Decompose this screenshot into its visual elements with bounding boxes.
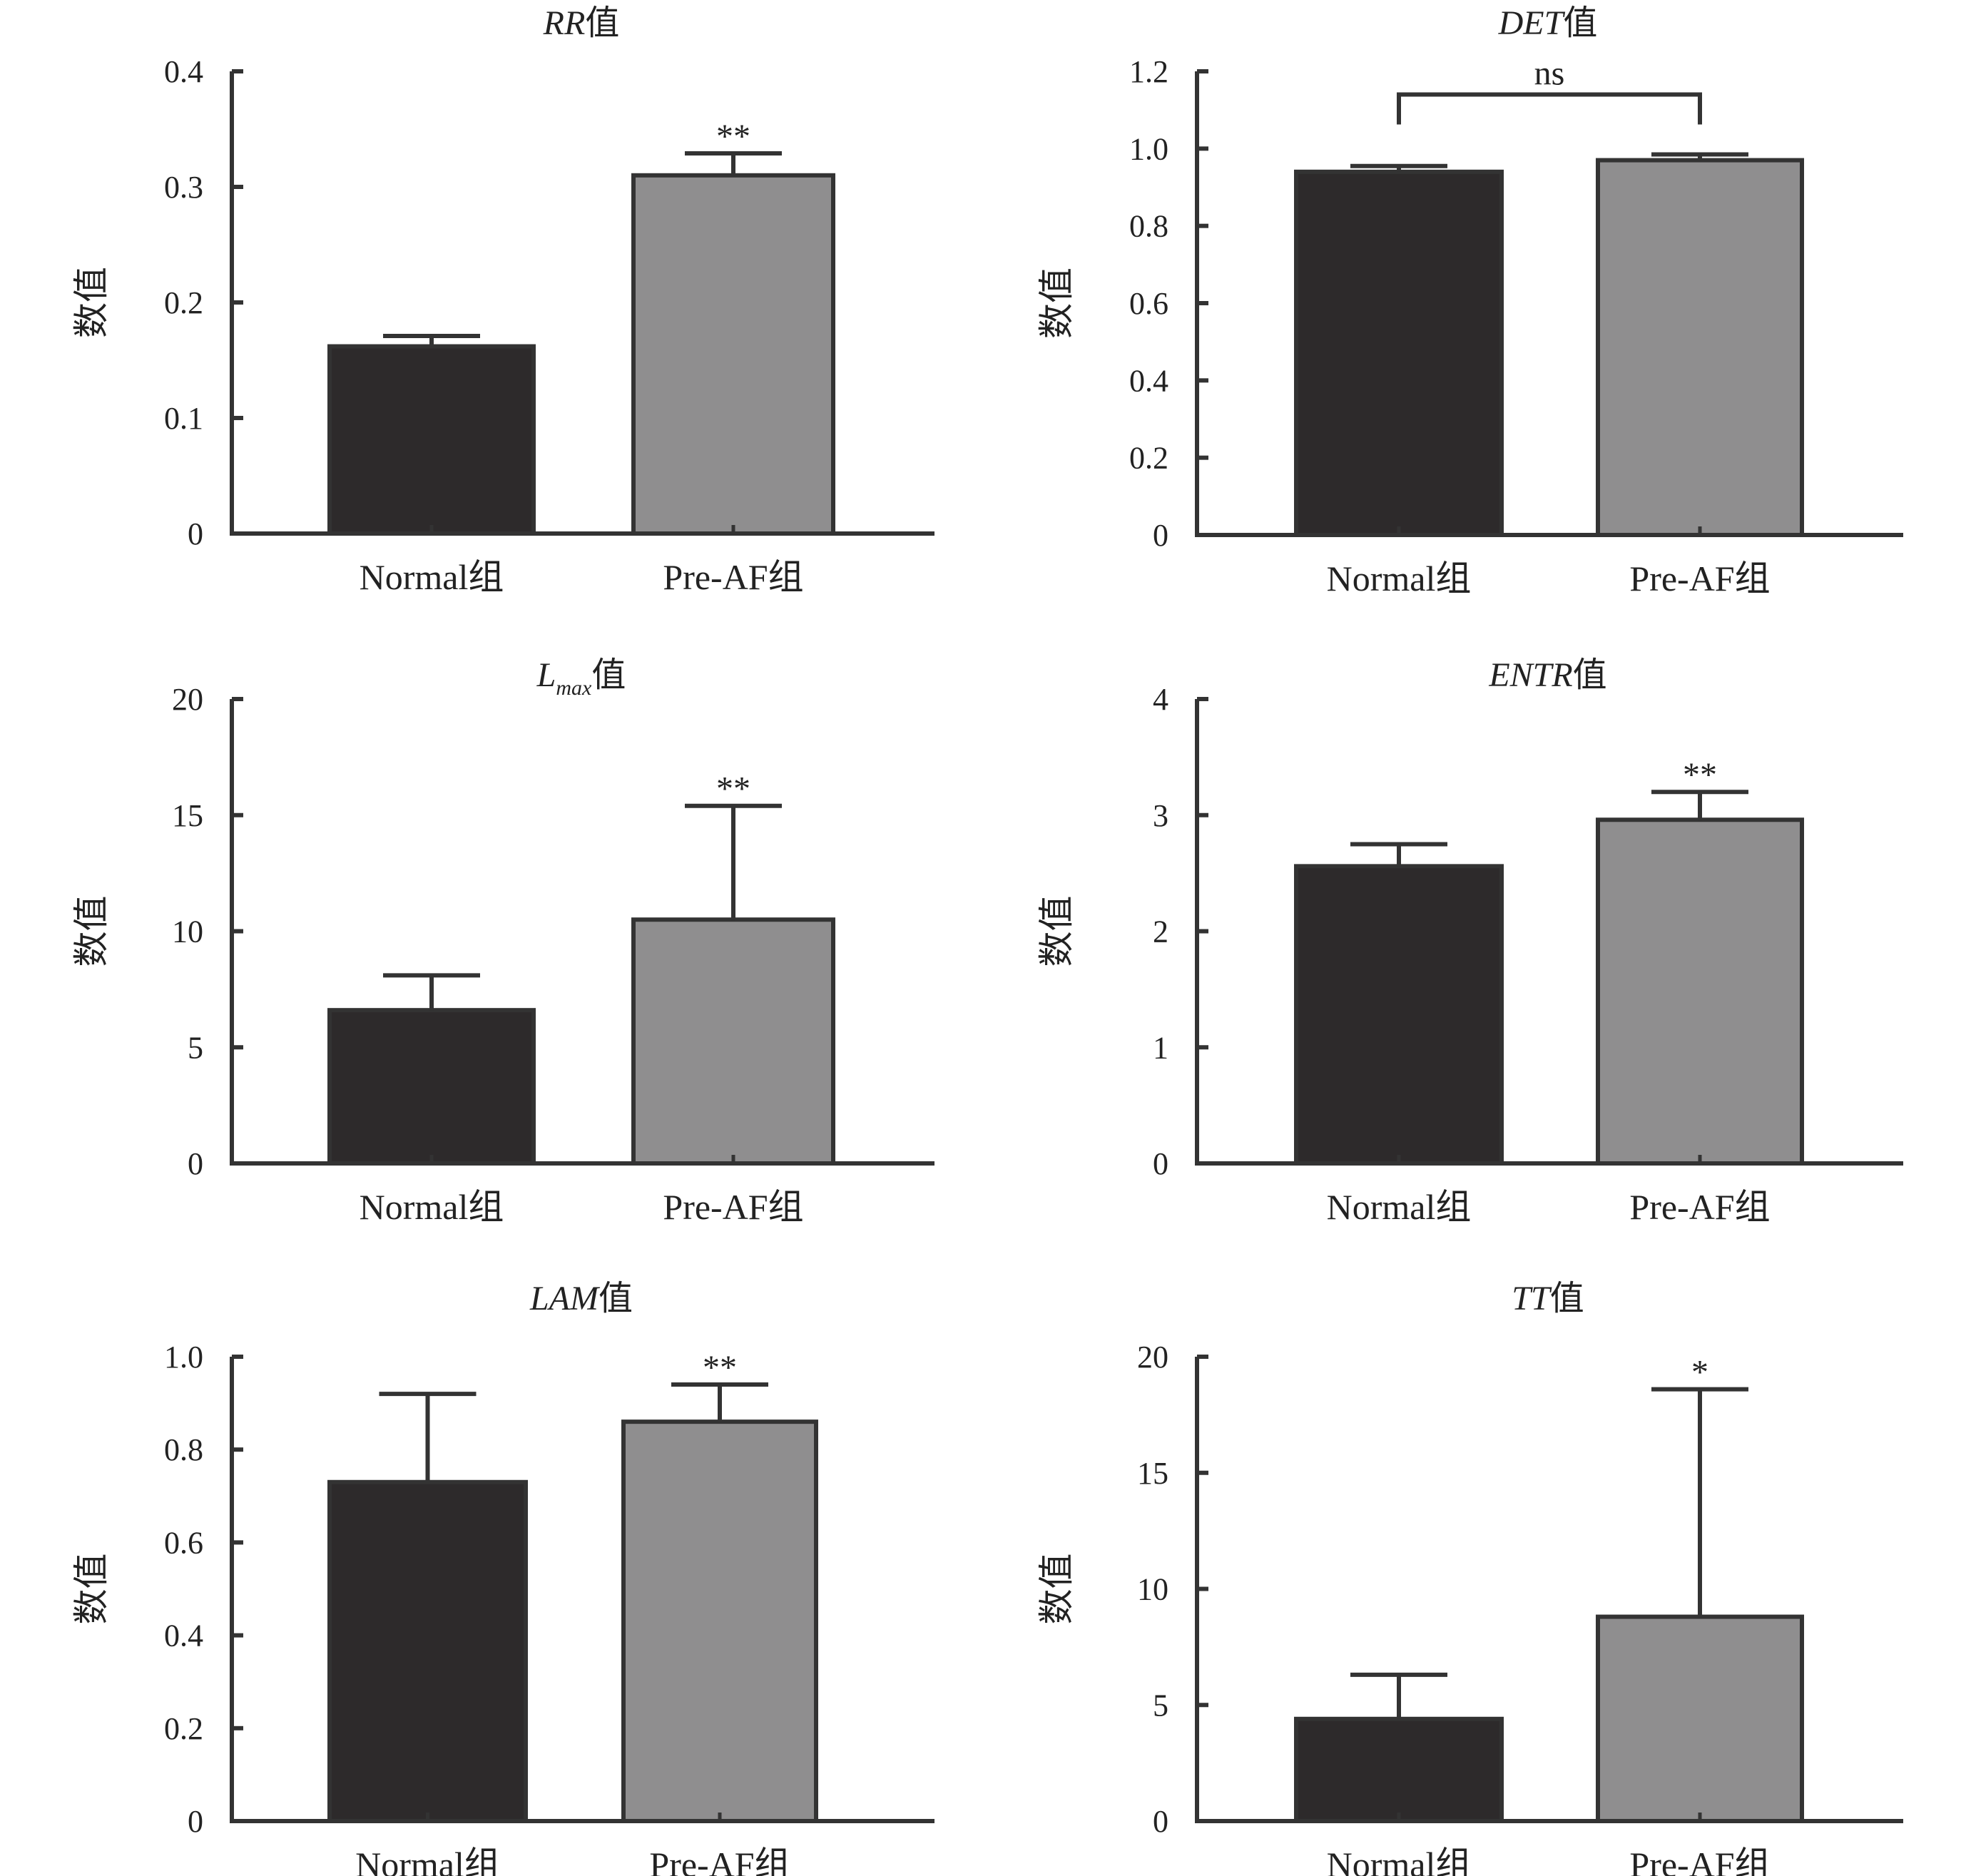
y-axis-label: 数值 bbox=[71, 1554, 112, 1625]
bar-1 bbox=[1294, 1716, 1504, 1824]
category-label-1: Normal组 bbox=[1327, 1845, 1472, 1876]
y-tick-label: 1.0 bbox=[1129, 131, 1168, 166]
y-axis-label: 数值 bbox=[1036, 267, 1077, 339]
category-label-2: Pre-AF组 bbox=[1629, 1187, 1770, 1227]
bar-1 bbox=[1294, 169, 1504, 537]
chart-title: ENTR值 bbox=[1488, 655, 1606, 695]
y-tick-label: 4 bbox=[1153, 682, 1168, 717]
category-label-1: Normal组 bbox=[1327, 1187, 1472, 1227]
chart-title-main: ENTR bbox=[1488, 656, 1572, 694]
bar-2 bbox=[1596, 817, 1804, 1166]
significance-bracket bbox=[1397, 92, 1702, 125]
y-tick-label: 0.1 bbox=[164, 401, 203, 436]
category-label-2: Pre-AF组 bbox=[663, 557, 803, 597]
category-label-2: Pre-AF组 bbox=[1629, 1845, 1770, 1876]
chart-panel-3: Lmax值 Normal组 Pre-AF组 ** 0 5 10 15 20 数值 bbox=[71, 655, 934, 1227]
chart-title-suffix: 值 bbox=[585, 3, 619, 43]
chart-title-suffix: 值 bbox=[591, 655, 626, 695]
y-tick-label: 20 bbox=[1137, 1340, 1168, 1375]
y-tick-label: 0.4 bbox=[164, 1618, 203, 1653]
y-tick-label: 0 bbox=[188, 1804, 203, 1839]
y-axis-label: 数值 bbox=[71, 896, 112, 967]
y-tick-label: 0 bbox=[1153, 1146, 1168, 1181]
chart-title-main: TT bbox=[1512, 1280, 1552, 1317]
chart-title-main: LAM bbox=[529, 1280, 601, 1317]
y-tick-label: 0.2 bbox=[164, 1711, 203, 1746]
chart-title: RR值 bbox=[543, 3, 620, 43]
category-label-2: Pre-AF组 bbox=[649, 1845, 790, 1876]
category-label-1: Normal组 bbox=[1327, 559, 1472, 598]
y-tick-label: 0 bbox=[1153, 518, 1168, 553]
chart-panel-1: RR值 Normal组 Pre-AF组 ** 0 0.1 0.2 0.3 0.4 数值 bbox=[71, 3, 934, 597]
chart-title-main: L bbox=[536, 656, 556, 694]
significance-label: ** bbox=[1683, 756, 1717, 794]
y-tick-label: 1.0 bbox=[164, 1340, 203, 1375]
category-label-1: Normal组 bbox=[355, 1845, 500, 1876]
chart-title-suffix: 值 bbox=[599, 1278, 633, 1318]
chart-title: TT值 bbox=[1512, 1278, 1584, 1318]
y-tick-label: 0.2 bbox=[1129, 441, 1168, 476]
bar-2 bbox=[621, 1419, 818, 1823]
y-tick-label: 5 bbox=[188, 1030, 203, 1065]
chart-title-main: RR bbox=[543, 4, 586, 42]
bracket-label: ns bbox=[1534, 55, 1565, 93]
y-tick-label: 15 bbox=[172, 798, 203, 833]
category-label-1: Normal组 bbox=[360, 557, 504, 597]
y-tick-label: 5 bbox=[1153, 1688, 1168, 1723]
bar-2 bbox=[631, 173, 835, 536]
y-axis-label: 数值 bbox=[1036, 896, 1077, 967]
chart-title: LAM值 bbox=[529, 1278, 633, 1318]
y-axis-label: 数值 bbox=[1036, 1554, 1077, 1625]
y-tick-label: 10 bbox=[172, 914, 203, 949]
bar-1 bbox=[1294, 864, 1504, 1166]
y-tick-label: 3 bbox=[1153, 798, 1168, 833]
chart-title-main: DET bbox=[1498, 4, 1566, 42]
y-tick-label: 0 bbox=[1153, 1804, 1168, 1839]
bar-2 bbox=[1596, 158, 1804, 538]
chart-title-suffix: 值 bbox=[1573, 655, 1607, 695]
y-tick-label: 2 bbox=[1153, 914, 1168, 949]
y-tick-label: 0.6 bbox=[1129, 286, 1168, 321]
bar-1 bbox=[327, 1479, 528, 1824]
y-tick-label: 1 bbox=[1153, 1030, 1168, 1065]
category-label-2: Pre-AF组 bbox=[1629, 559, 1770, 598]
bar-1 bbox=[327, 1008, 536, 1166]
y-tick-label: 0.4 bbox=[164, 54, 203, 89]
y-tick-label: 0.8 bbox=[1129, 209, 1168, 244]
y-tick-label: 0.8 bbox=[164, 1432, 203, 1467]
chart-panel-6: TT值 Normal组 Pre-AF组 * 0 5 10 15 20 数值 bbox=[1036, 1278, 1903, 1876]
y-tick-label: 0.3 bbox=[164, 170, 203, 205]
significance-label: * bbox=[1691, 1354, 1708, 1392]
chart-title-suffix: 值 bbox=[1550, 1278, 1584, 1318]
significance-label: ** bbox=[716, 770, 750, 808]
y-axis-label: 数值 bbox=[71, 267, 112, 338]
category-label-1: Normal组 bbox=[360, 1187, 504, 1227]
bar-1 bbox=[327, 344, 536, 536]
y-tick-label: 15 bbox=[1137, 1456, 1168, 1491]
significance-label: ** bbox=[716, 118, 750, 156]
chart-title: DET值 bbox=[1498, 3, 1598, 43]
bar-2 bbox=[1596, 1614, 1804, 1824]
y-tick-label: 0 bbox=[188, 516, 203, 551]
chart-panel-4: ENTR值 Normal组 Pre-AF组 ** 0 1 2 3 4 数值 bbox=[1036, 655, 1903, 1227]
y-tick-label: 20 bbox=[172, 682, 203, 717]
y-tick-label: 0 bbox=[188, 1146, 203, 1181]
y-tick-label: 1.2 bbox=[1129, 54, 1168, 89]
significance-label: ** bbox=[703, 1349, 737, 1387]
chart-panel-5: LAM值 Normal组 Pre-AF组 ** 0 0.2 0.4 0.6 0.8 1.0 数值 bbox=[71, 1278, 934, 1876]
bar-2 bbox=[631, 917, 835, 1166]
category-label-2: Pre-AF组 bbox=[663, 1187, 803, 1227]
y-tick-label: 10 bbox=[1137, 1572, 1168, 1607]
chart-title: Lmax值 bbox=[536, 655, 626, 700]
chart-title-suffix: 值 bbox=[1563, 3, 1597, 43]
y-tick-label: 0.4 bbox=[1129, 363, 1168, 398]
y-tick-label: 0.6 bbox=[164, 1525, 203, 1560]
y-tick-label: 0.2 bbox=[164, 285, 203, 320]
chart-title-subscript: max bbox=[556, 676, 592, 700]
chart-panel-2: DET值 Normal组 Pre-AF组 ns 0 0.2 0.4 0.6 0.8 1.0 1.2 数… bbox=[1036, 3, 1903, 598]
